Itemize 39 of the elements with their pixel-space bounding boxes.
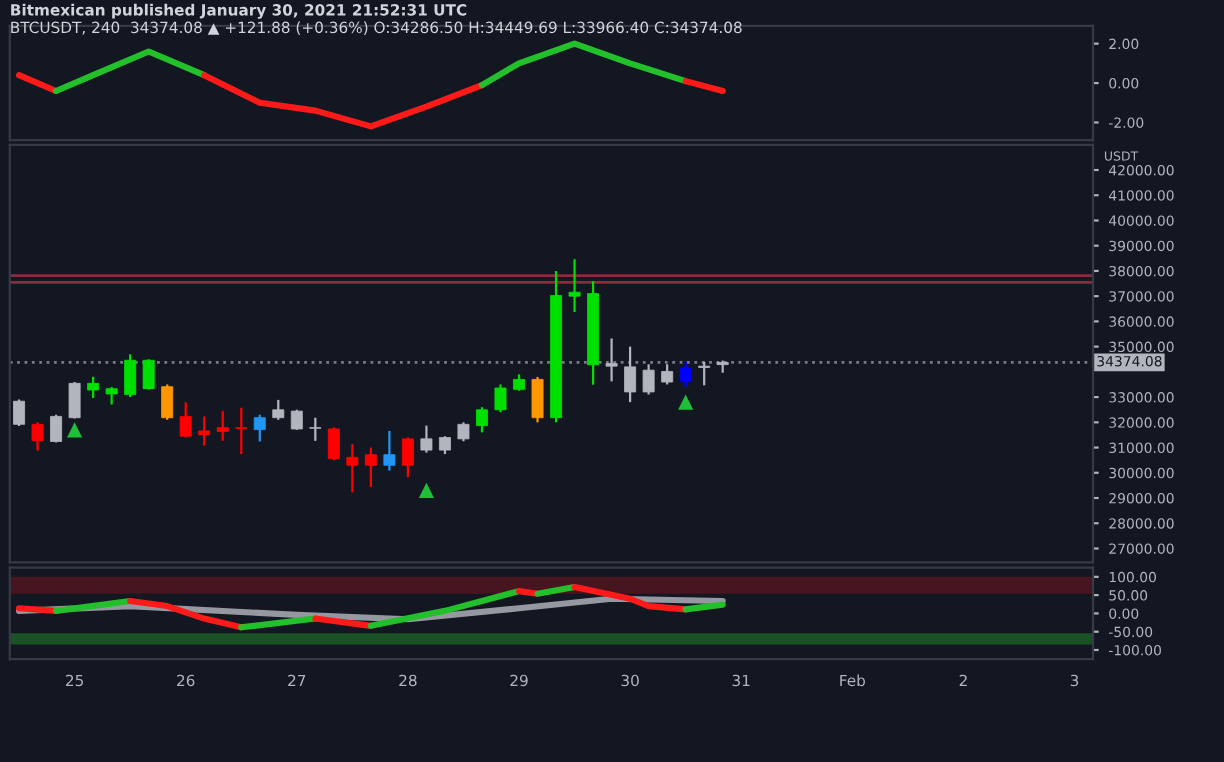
point [418, 482, 435, 499]
candlestick [401, 436, 414, 479]
candlestick [698, 360, 711, 387]
candlestick [31, 421, 44, 452]
candlestick [642, 363, 655, 396]
point [66, 422, 83, 438]
candlestick [124, 353, 137, 399]
candlestick [679, 360, 692, 389]
candlestick [346, 443, 359, 494]
candlestick [531, 375, 544, 424]
candlestick [272, 398, 285, 421]
candlestick [216, 410, 229, 442]
candlestick [309, 416, 322, 442]
candlestick [476, 406, 488, 434]
line-series [201, 72, 486, 130]
candlestick [364, 446, 377, 489]
candlestick [179, 401, 192, 439]
point [678, 394, 694, 410]
line-series [478, 40, 689, 89]
candlestick [624, 345, 637, 404]
candlestick [420, 424, 433, 454]
candlestick [568, 258, 581, 314]
candlestick [142, 358, 155, 391]
candlestick [605, 337, 618, 383]
candlestick [327, 426, 340, 462]
line-series [571, 584, 689, 613]
candlestick [87, 375, 100, 400]
candlestick [161, 383, 174, 421]
candlestick [235, 406, 248, 456]
candlestick [13, 398, 26, 428]
candlestick [457, 421, 470, 443]
line-series [127, 597, 245, 631]
candlestick [494, 383, 507, 414]
candlestick [68, 380, 81, 420]
candlestick [661, 363, 674, 386]
candlestick [253, 413, 266, 443]
candlestick [50, 413, 63, 444]
candlestick [383, 429, 396, 472]
candlestick [198, 415, 211, 447]
